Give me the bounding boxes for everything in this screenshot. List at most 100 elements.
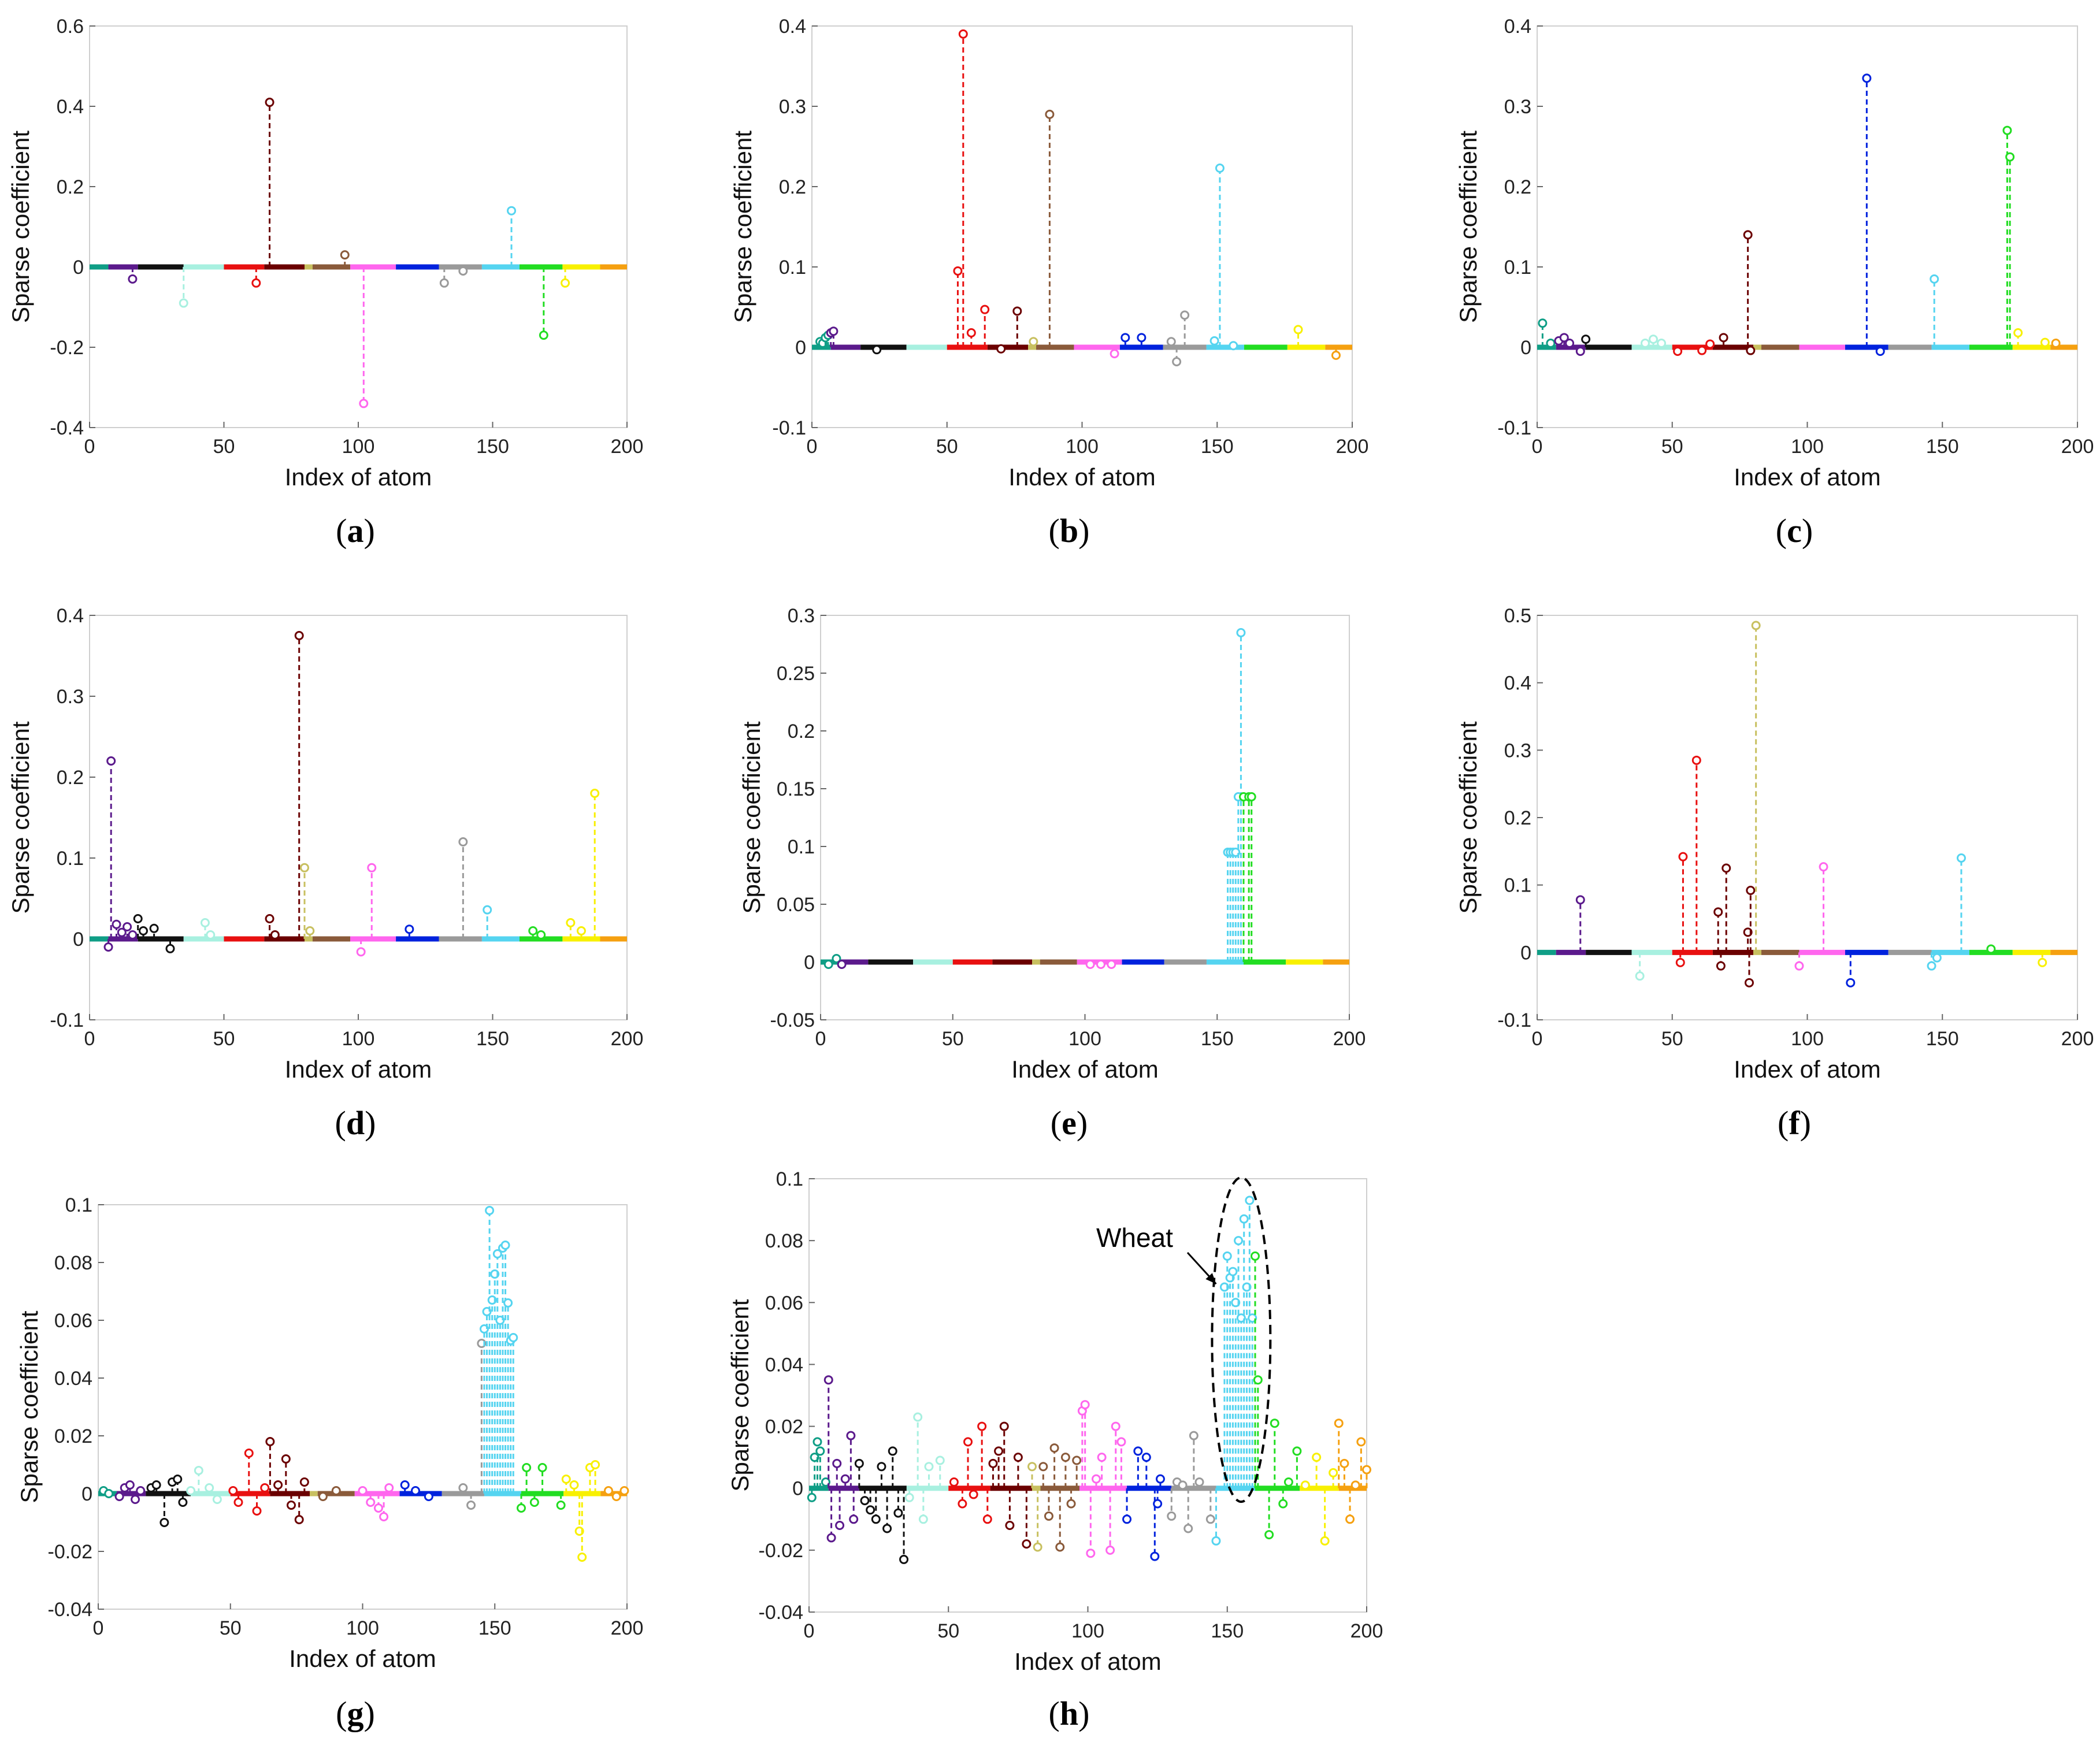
x-tick-label: 0 (93, 1617, 104, 1639)
x-tick-label: 200 (611, 1028, 644, 1050)
stem-marker (1189, 1431, 1199, 1440)
stem (1205, 1488, 1215, 1524)
stem (832, 1458, 842, 1488)
stem-marker (1110, 349, 1119, 359)
stem-marker (206, 930, 216, 940)
stem-marker (212, 1495, 222, 1504)
stem-marker (373, 1503, 383, 1513)
stem (260, 1483, 270, 1494)
stem-marker (1029, 337, 1038, 347)
stem-marker (810, 1453, 819, 1462)
x-axis-label: Index of atom (285, 463, 432, 491)
stem-marker (837, 960, 847, 969)
caption-open-paren: ( (335, 1104, 346, 1142)
stem (233, 1494, 243, 1507)
stem (1012, 306, 1022, 347)
stem-marker (966, 328, 976, 337)
stem (988, 1458, 998, 1488)
stem (576, 926, 586, 939)
stem (536, 930, 546, 940)
x-tick-label: 200 (611, 1617, 644, 1639)
stem-marker (1794, 961, 1804, 971)
stem-marker (815, 1446, 825, 1456)
x-tick-label: 150 (1201, 436, 1234, 458)
stem (2013, 328, 2023, 347)
stem-marker (186, 1486, 196, 1495)
stem-marker (536, 930, 546, 940)
stem (106, 756, 116, 939)
x-tick-label: 0 (815, 1028, 826, 1050)
stem-marker (244, 1449, 254, 1458)
stem (1697, 346, 1707, 355)
stem-marker (133, 914, 143, 923)
stem (1080, 1400, 1090, 1488)
stem-marker (829, 326, 838, 336)
stem (556, 1494, 566, 1510)
stem (1055, 1488, 1065, 1552)
stem-marker (384, 1483, 394, 1492)
stem (590, 789, 600, 939)
y-tick-label: 0.08 (765, 1230, 803, 1252)
stem (244, 1449, 254, 1494)
stem (186, 1486, 196, 1495)
stem-marker (1356, 1437, 1366, 1447)
stem (1239, 1214, 1249, 1488)
stem (458, 837, 468, 939)
y-tick-label: 0 (1520, 337, 1531, 359)
x-tick-label: 100 (346, 1617, 379, 1639)
stem-marker (2013, 328, 2023, 337)
x-axis-label: Index of atom (285, 1056, 432, 1083)
stem (1581, 335, 1591, 347)
stem (1189, 1431, 1199, 1488)
stem (1044, 1488, 1053, 1521)
y-tick-label: 0.1 (65, 1194, 92, 1216)
stem (400, 1480, 410, 1494)
stem (1538, 318, 1548, 347)
stem-marker (2038, 957, 2047, 967)
y-tick-label: 0.2 (57, 176, 84, 198)
x-tick-label: 50 (213, 436, 235, 458)
stem (1746, 346, 1756, 355)
stem-marker (159, 1518, 169, 1527)
stem-marker (528, 926, 538, 935)
x-tick-label: 50 (213, 1028, 235, 1050)
stem-marker (1251, 1251, 1260, 1261)
y-tick-label: 0 (73, 929, 84, 950)
stem-marker (561, 278, 570, 288)
y-tick-label: -0.02 (48, 1541, 93, 1563)
caption-letter: g (347, 1695, 364, 1732)
stem-marker (980, 305, 990, 314)
stem (829, 326, 838, 347)
stem (1005, 1488, 1015, 1530)
stem-marker (1278, 1499, 1288, 1509)
stem-marker (913, 1412, 923, 1422)
stem-marker (517, 1503, 526, 1513)
stem (149, 923, 159, 939)
stem (228, 1486, 238, 1495)
stem-marker (1172, 357, 1182, 367)
x-tick-label: 0 (84, 436, 95, 458)
axes-box (89, 615, 628, 1020)
stem (366, 1494, 376, 1507)
stem-marker (359, 399, 369, 409)
caption-open-paren: ( (1778, 1104, 1789, 1142)
stem (405, 924, 414, 939)
stem-marker (1559, 333, 1569, 343)
stem (1819, 862, 1828, 953)
stem-marker (537, 1463, 547, 1472)
stem-marker (1086, 1549, 1096, 1558)
y-tick-label: 0.4 (1504, 673, 1531, 695)
y-axis-label: Sparse coefficient (7, 721, 34, 914)
stem-marker (458, 837, 468, 846)
stem (286, 1494, 296, 1510)
stem-marker (576, 926, 586, 935)
stem (173, 1475, 183, 1494)
stem (1875, 346, 1885, 356)
y-tick-label: -0.02 (759, 1540, 804, 1562)
stem (1107, 960, 1116, 969)
stem (953, 266, 963, 347)
stem (1278, 1488, 1288, 1509)
stem-marker (1575, 346, 1585, 356)
stem-marker (2040, 337, 2050, 347)
stem-marker (205, 1483, 214, 1492)
